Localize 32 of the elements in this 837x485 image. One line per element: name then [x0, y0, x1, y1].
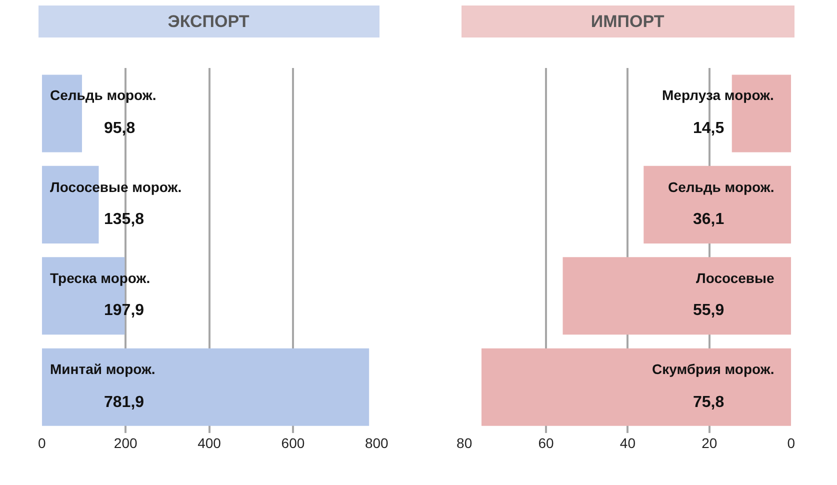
x-tick-label: 40 — [620, 434, 636, 451]
data-label: 95,8 — [104, 120, 136, 137]
data-label: 14,5 — [693, 120, 724, 137]
data-label: 781,9 — [104, 394, 144, 411]
category-label: Лососевые — [696, 270, 774, 286]
data-label: 75,8 — [693, 394, 724, 411]
x-tick-label: 400 — [198, 434, 222, 451]
data-label: 135,8 — [104, 211, 144, 228]
data-label: 36,1 — [693, 211, 724, 228]
data-label: 197,9 — [104, 302, 144, 319]
category-label: Мерлуза морож. — [662, 87, 774, 103]
category-label: Треска морож. — [50, 270, 150, 286]
category-label: Сельдь морож. — [668, 179, 774, 195]
x-tick-label: 60 — [538, 434, 554, 451]
chart-title: ИМПОРТ — [590, 12, 665, 31]
category-label: Минтай морож. — [50, 361, 156, 377]
x-tick-label: 800 — [364, 434, 389, 451]
chart-title: ЭКСПОРТ — [168, 12, 250, 31]
x-tick-label: 0 — [787, 434, 796, 451]
x-tick-label: 80 — [456, 434, 472, 451]
category-label: Сельдь морож. — [50, 87, 156, 103]
bar — [481, 348, 792, 426]
category-label: Лососевые морож. — [50, 179, 182, 195]
bar — [42, 348, 370, 426]
x-tick-label: 200 — [114, 434, 138, 451]
x-tick-label: 20 — [702, 434, 718, 451]
x-tick-label: 0 — [38, 434, 46, 451]
category-label: Скумбрия морож. — [652, 361, 774, 377]
x-tick-label: 600 — [281, 434, 305, 451]
data-label: 55,9 — [693, 302, 724, 319]
bar — [562, 257, 792, 335]
bar — [644, 166, 792, 244]
